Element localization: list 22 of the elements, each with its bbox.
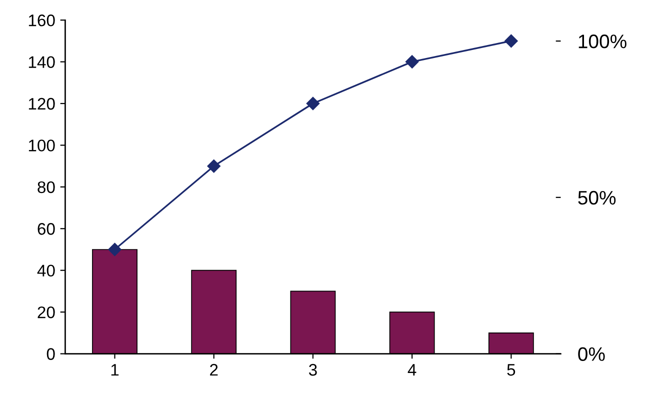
y-tick-label: 20: [38, 306, 55, 318]
point: [108, 242, 122, 256]
y-tick-label: 120: [28, 98, 55, 110]
x-tick-label: 4: [408, 364, 416, 376]
y2-tick-label: 50%: [578, 190, 616, 205]
point: [306, 96, 320, 110]
y-tick-label: 0: [46, 348, 55, 360]
y2-tick-label: 0%: [578, 347, 605, 361]
y-tick-label: 60: [38, 223, 55, 235]
x-tick-label: 2: [210, 364, 218, 376]
y-tick-label: 140: [28, 56, 55, 68]
point: [207, 159, 220, 173]
y-tick-label: 100: [28, 140, 55, 152]
x-tick-label: 1: [111, 364, 119, 376]
y-tick-label: 80: [38, 181, 55, 194]
y-tick-label: 160: [28, 14, 55, 26]
x-tick-label: 3: [308, 364, 317, 376]
x-tick-label: 5: [507, 364, 516, 376]
point: [405, 55, 419, 68]
point: [504, 34, 518, 48]
y2-tick-label: 100%: [578, 34, 626, 48]
y-tick-label: 40: [37, 264, 55, 277]
